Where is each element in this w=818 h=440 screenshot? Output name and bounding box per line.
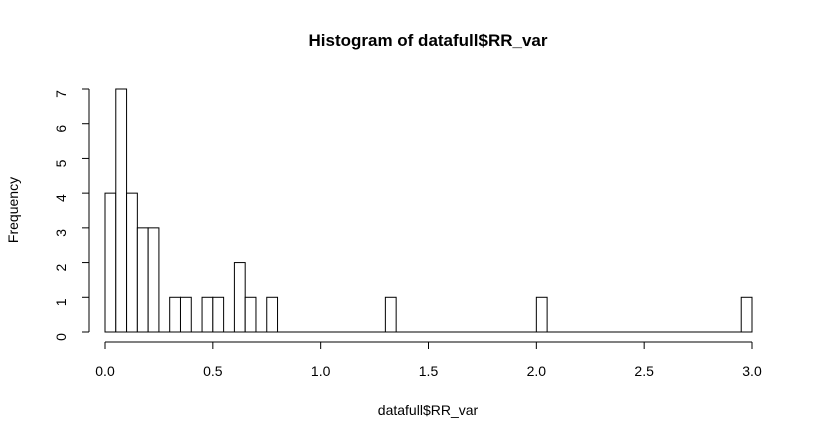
x-tick-label: 2.5: [634, 363, 654, 379]
histogram-bar: [244, 296, 257, 333]
chart-title: Histogram of datafull$RR_var: [309, 31, 548, 50]
histogram-bar: [126, 192, 138, 333]
x-tick-label: 1.5: [419, 363, 439, 379]
y-tick-label: 1: [53, 298, 69, 306]
histogram-bar: [384, 296, 397, 333]
histogram-bar: [115, 88, 128, 333]
histogram-bar: [169, 296, 181, 333]
y-tick-label: 6: [53, 125, 69, 133]
y-tick-label: 7: [53, 90, 69, 98]
x-tick-label: 0.0: [95, 363, 115, 379]
histogram-bar: [266, 296, 279, 333]
histogram-bar: [201, 296, 214, 333]
y-tick-label: 3: [53, 229, 69, 237]
x-axis: 0.0 0.5 1.0 1.5 2.0 2.5 3.0: [95, 341, 762, 379]
histogram-bar: [104, 192, 117, 333]
x-axis-label: datafull$RR_var: [378, 402, 479, 418]
y-tick-label: 4: [53, 194, 69, 202]
x-tick-label: 0.5: [203, 363, 223, 379]
x-tick-label: 3.0: [742, 363, 762, 379]
histogram-bar: [179, 296, 192, 333]
histogram-bar: [147, 227, 160, 333]
y-axis: 0 1 2 3 4 5 6 7: [53, 88, 90, 341]
histogram-bar: [535, 296, 548, 333]
histogram-bar: [212, 296, 225, 333]
x-tick-label: 1.0: [311, 363, 331, 379]
histogram-bar: [136, 227, 149, 333]
histogram-bars: [104, 88, 753, 333]
histogram-bar: [233, 262, 246, 333]
x-tick-label: 2.0: [527, 363, 547, 379]
y-tick-label: 5: [53, 159, 69, 167]
histogram-bar: [740, 296, 753, 333]
y-tick-label: 2: [53, 263, 69, 271]
y-tick-label: 0: [53, 333, 69, 341]
y-axis-label: Frequency: [5, 177, 21, 243]
